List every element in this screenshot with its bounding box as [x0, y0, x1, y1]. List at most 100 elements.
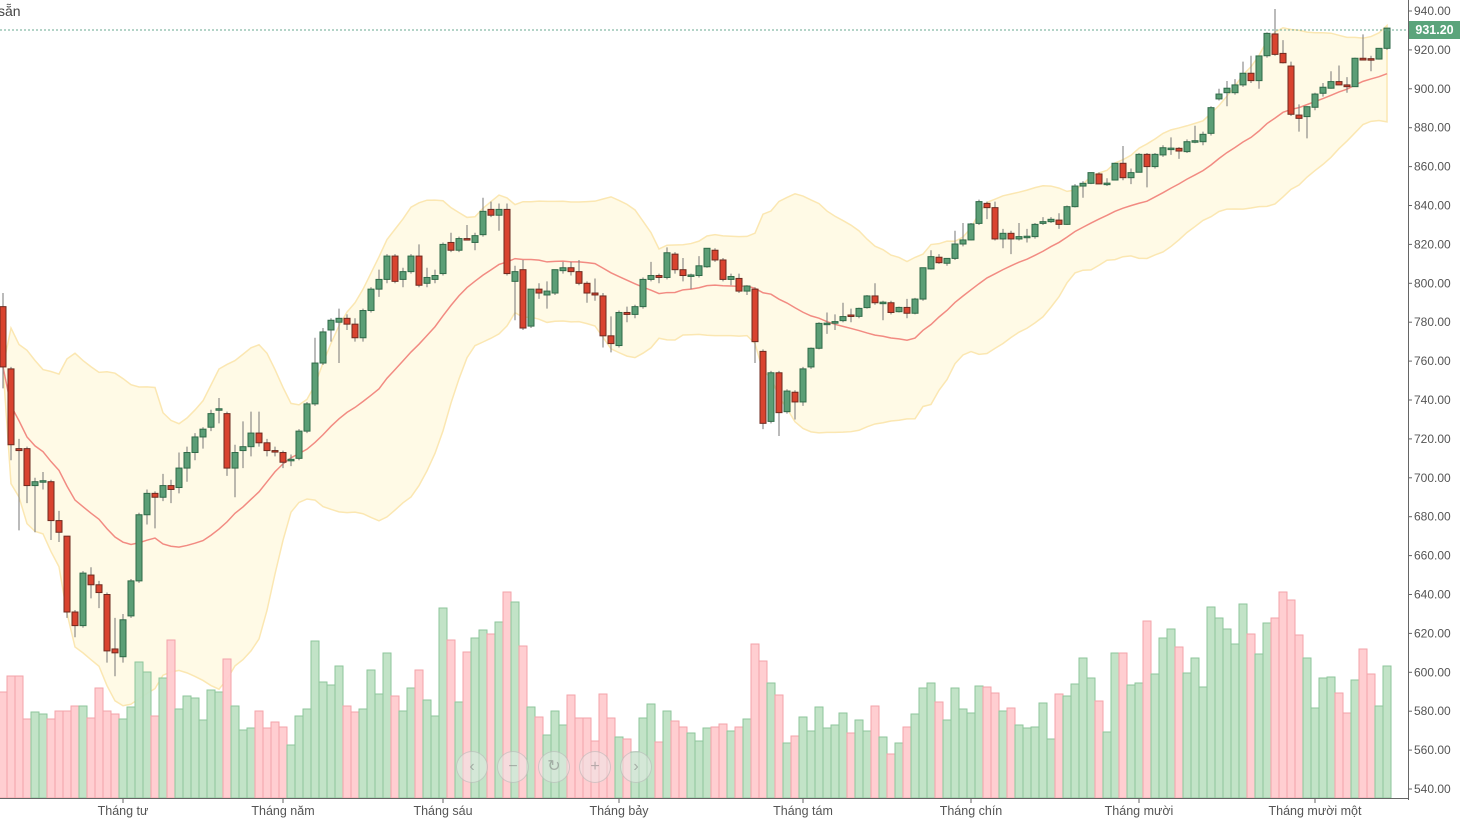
- volume-bar: [454, 701, 464, 799]
- candle: [407, 254, 415, 274]
- candle: [39, 471, 47, 490]
- candle: [311, 337, 319, 406]
- candle-body: [799, 368, 807, 403]
- candle-body: [1319, 86, 1327, 94]
- candle: [1087, 172, 1095, 185]
- candle-body: [1015, 236, 1023, 240]
- volume-bar: [198, 719, 208, 799]
- candle: [351, 318, 359, 342]
- candle: [1271, 9, 1279, 56]
- candle: [471, 232, 479, 251]
- volume-bar: [886, 753, 896, 799]
- candle-body: [343, 317, 351, 325]
- volume-bar: [1366, 673, 1376, 799]
- candle: [31, 477, 39, 533]
- candle-body: [951, 243, 959, 259]
- candle-body: [1079, 182, 1087, 187]
- scroll-right-button[interactable]: ›: [620, 751, 652, 783]
- reset-button[interactable]: ↻: [538, 751, 570, 783]
- volume-bar: [1006, 707, 1016, 799]
- candle-body: [1287, 65, 1295, 115]
- candle-body: [695, 265, 703, 277]
- candle-body: [1055, 219, 1063, 225]
- candle: [919, 267, 927, 301]
- month-label: Tháng mười: [1105, 804, 1174, 818]
- price-tick-label: 660.00: [1414, 549, 1451, 563]
- candle: [1159, 145, 1167, 157]
- candle-body: [767, 372, 775, 422]
- candle-body: [1167, 147, 1175, 151]
- volume-bar: [358, 708, 368, 799]
- candle-body: [791, 391, 799, 403]
- volume-bar: [974, 685, 984, 799]
- price-tick-label: 840.00: [1414, 199, 1451, 213]
- candle-body: [127, 580, 135, 617]
- volume-bar: [310, 640, 320, 799]
- volume-bar: [142, 671, 152, 799]
- refresh-icon: ↻: [547, 758, 561, 775]
- candle-body: [711, 249, 719, 261]
- candle-body: [79, 572, 87, 627]
- candle: [367, 287, 375, 313]
- volume-bar: [166, 639, 176, 799]
- candle-body: [1127, 172, 1135, 179]
- candle: [959, 223, 967, 247]
- candle-body: [583, 282, 591, 294]
- zoom-out-button[interactable]: −: [497, 751, 529, 783]
- candle: [231, 444, 239, 498]
- candle-body: [1303, 106, 1311, 118]
- zoom-in-button[interactable]: +: [579, 751, 611, 783]
- candle-body: [855, 307, 863, 317]
- candle-body: [1199, 133, 1207, 143]
- candle: [423, 267, 431, 288]
- candle: [719, 258, 727, 282]
- candle-body: [247, 432, 255, 448]
- candle-body: [471, 235, 479, 243]
- candle: [1383, 27, 1391, 50]
- candle: [831, 314, 839, 330]
- candle: [247, 411, 255, 457]
- candle-body: [871, 295, 879, 304]
- candle-body: [647, 275, 655, 280]
- candle-body: [95, 584, 103, 594]
- candle-body: [143, 492, 151, 516]
- volume-bar: [206, 689, 216, 799]
- candle-body: [1031, 223, 1039, 238]
- price-tick-label: 900.00: [1414, 82, 1451, 96]
- bollinger-middle-line: [2, 72, 1388, 548]
- candle: [927, 250, 935, 270]
- candle-body: [31, 481, 39, 487]
- month-label: Tháng bảy: [589, 804, 649, 818]
- candle-body: [511, 271, 519, 282]
- volume-bar: [174, 708, 184, 799]
- last-price-badge: 931.20: [1409, 21, 1460, 39]
- volume-bar: [654, 741, 664, 799]
- volume-bar: [766, 682, 776, 799]
- candle-body: [71, 611, 79, 627]
- candle: [447, 232, 455, 253]
- volume-bar: [110, 713, 120, 799]
- candle: [1207, 106, 1215, 136]
- chevron-right-icon: ›: [633, 758, 639, 775]
- candle-body: [1255, 55, 1263, 82]
- volume-bar: [1110, 652, 1120, 799]
- candle: [431, 269, 439, 284]
- candle-body: [1279, 52, 1287, 64]
- candle: [519, 259, 527, 330]
- candle: [1039, 217, 1047, 225]
- candle-body: [807, 347, 815, 368]
- candle-body: [863, 295, 871, 309]
- candle: [1295, 104, 1303, 132]
- scroll-left-button[interactable]: ‹: [456, 751, 488, 783]
- volume-bar: [1014, 724, 1024, 799]
- volume-bar: [222, 658, 232, 799]
- candle-body: [959, 239, 967, 245]
- volume-bar: [1246, 633, 1256, 799]
- candle-body: [887, 302, 895, 313]
- candle: [759, 349, 767, 430]
- candle: [975, 199, 983, 225]
- volume-bar: [1374, 705, 1384, 799]
- candle: [663, 247, 671, 280]
- volume-bar: [678, 726, 688, 799]
